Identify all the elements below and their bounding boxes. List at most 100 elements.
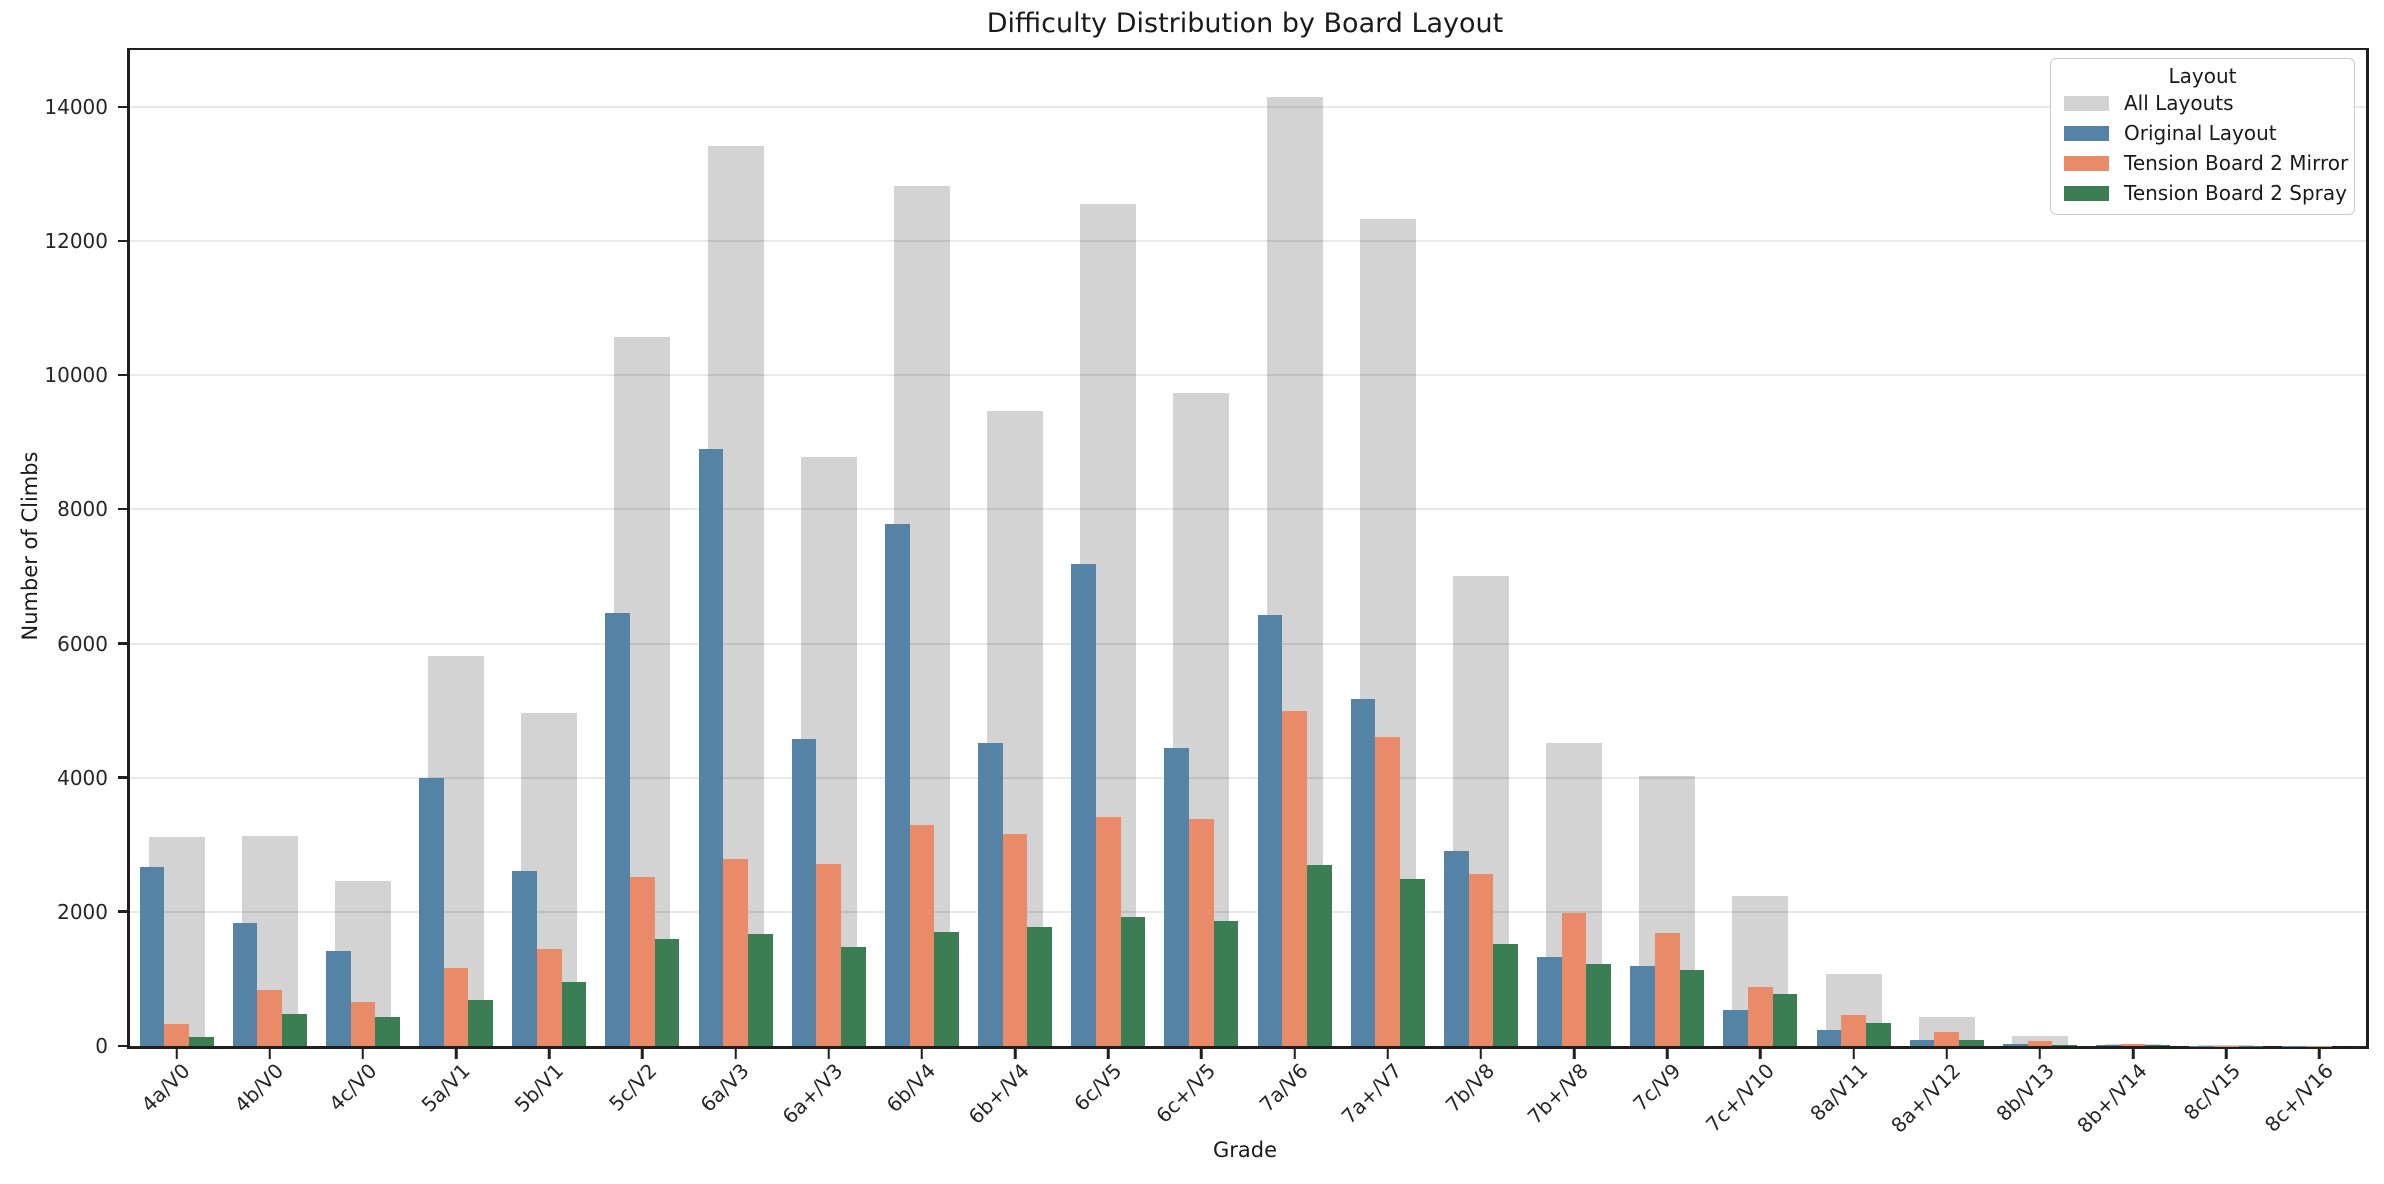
- x-tick-mark: [920, 1049, 924, 1059]
- bar-tension-board-2-spray-4a/V0: [188, 1037, 214, 1046]
- x-tick-label: 5b/V1: [509, 1058, 568, 1117]
- x-tick-mark: [2318, 1049, 2321, 1059]
- x-tick-label: 6c/V5: [1069, 1058, 1127, 1116]
- bar-tension-board-2-mirror-8a+/V12: [1934, 1031, 1960, 1046]
- bar-tension-board-2-spray-7a+/V7: [1400, 879, 1425, 1046]
- bar-tension-board-2-mirror-7c/V9: [1654, 933, 1680, 1046]
- legend-label: Tension Board 2 Mirror: [2124, 151, 2349, 175]
- x-tick-label: 7b+/V8: [1522, 1058, 1593, 1129]
- bar-tension-board-2-mirror-8b/V13: [2027, 1040, 2053, 1046]
- bar-tension-board-2-spray-7a/V6: [1306, 864, 1332, 1046]
- bar-tension-board-2-spray-6c/V5: [1120, 916, 1146, 1046]
- bar-group-7a/V6: [1248, 50, 1341, 1046]
- bar-tension-board-2-spray-4c/V0: [375, 1017, 400, 1046]
- bar-original-layout-8a/V11: [1816, 1029, 1842, 1046]
- bar-group-5a/V1: [410, 50, 503, 1046]
- y-tick-mark: [118, 105, 127, 109]
- bar-tension-board-2-mirror-4c/V0: [350, 1001, 376, 1046]
- bar-tension-board-2-mirror-6c+/V5: [1189, 818, 1214, 1046]
- bar-tension-board-2-spray-6c+/V5: [1213, 921, 1239, 1046]
- bar-tension-board-2-mirror-8b+/V14: [2120, 1044, 2146, 1046]
- bar-group-7c/V9: [1621, 50, 1714, 1046]
- x-tick-mark: [175, 1049, 178, 1059]
- y-axis-label: Number of Climbs: [18, 451, 42, 641]
- x-tick-label: 7b/V8: [1441, 1058, 1500, 1117]
- y-tick-mark: [118, 373, 127, 377]
- bar-group-5c/V2: [596, 50, 689, 1046]
- x-tick-label: 8c/V15: [2178, 1058, 2245, 1125]
- y-tick-mark: [118, 910, 127, 913]
- bar-tension-board-2-spray-8a/V11: [1865, 1022, 1891, 1046]
- bar-original-layout-4a/V0: [139, 866, 165, 1046]
- x-tick-label: 7a/V6: [1255, 1058, 1314, 1117]
- bar-original-layout-7c+/V10: [1723, 1010, 1748, 1046]
- bar-original-layout-5a/V1: [419, 777, 444, 1046]
- bar-tension-board-2-spray-6a/V3: [747, 934, 773, 1046]
- bar-original-layout-6b/V4: [884, 523, 910, 1046]
- x-tick-mark: [1759, 1049, 1762, 1059]
- bar-group-8c/V15: [2180, 50, 2273, 1046]
- bar-original-layout-7b/V8: [1443, 850, 1469, 1046]
- x-tick-mark: [1666, 1049, 1669, 1059]
- bar-group-7b+/V8: [1528, 50, 1621, 1046]
- bar-group-7c+/V10: [1714, 50, 1807, 1046]
- gridline-y-10000: [130, 374, 2366, 377]
- bar-group-6c/V5: [1062, 50, 1155, 1046]
- bar-tension-board-2-mirror-5b/V1: [536, 948, 562, 1046]
- bar-original-layout-4b/V0: [232, 923, 258, 1046]
- bar-original-layout-7c/V9: [1630, 965, 1655, 1046]
- bar-original-layout-6a+/V3: [791, 738, 817, 1046]
- bar-tension-board-2-spray-5c/V2: [654, 939, 680, 1046]
- x-tick-label: 6a+/V3: [777, 1058, 848, 1129]
- x-tick-mark: [734, 1049, 737, 1059]
- legend-row-tension-board-2-mirror: Tension Board 2 Mirror: [2051, 148, 2354, 178]
- bar-group-6b+/V4: [969, 50, 1062, 1046]
- x-tick-label: 4c/V0: [324, 1058, 382, 1116]
- bar-group-6b/V4: [875, 50, 968, 1046]
- x-tick-label: 5c/V2: [603, 1058, 661, 1116]
- bar-tension-board-2-spray-8b/V13: [2052, 1044, 2077, 1046]
- bar-tension-board-2-spray-5a/V1: [468, 1000, 494, 1046]
- x-tick-label: 4a/V0: [137, 1058, 196, 1117]
- x-tick-label: 6a/V3: [696, 1058, 755, 1117]
- x-tick-mark: [361, 1049, 365, 1059]
- x-tick-mark: [454, 1049, 458, 1059]
- bar-group-7b/V8: [1434, 50, 1527, 1046]
- bar-tension-board-2-mirror-4b/V0: [257, 989, 283, 1046]
- y-tick-mark: [118, 507, 127, 511]
- bar-group-8b+/V14: [2087, 50, 2180, 1046]
- y-tick-label: 8000: [57, 497, 108, 522]
- x-tick-label: 7c+/V10: [1700, 1058, 1779, 1137]
- bar-tension-board-2-mirror-6c/V5: [1095, 817, 1121, 1046]
- bar-group-6a/V3: [689, 50, 782, 1046]
- legend-label: Original Layout: [2124, 121, 2277, 145]
- bar-original-layout-6c+/V5: [1164, 747, 1189, 1046]
- bar-original-layout-7b+/V8: [1537, 957, 1562, 1046]
- x-tick-mark: [1013, 1049, 1017, 1059]
- x-tick-mark: [268, 1049, 271, 1059]
- x-tick-label: 6b+/V4: [963, 1058, 1034, 1129]
- x-tick-label: 8a+/V12: [1886, 1058, 1966, 1138]
- bar-original-layout-6a/V3: [698, 449, 724, 1046]
- y-tick-label: 6000: [57, 631, 108, 656]
- legend-swatch: [2064, 185, 2109, 201]
- bar-group-8c+/V16: [2273, 50, 2366, 1046]
- bar-group-5b/V1: [503, 50, 596, 1046]
- legend-label: All Layouts: [2124, 91, 2234, 115]
- bar-original-layout-7a/V6: [1257, 615, 1283, 1046]
- gridline-y-4000: [130, 776, 2366, 779]
- gridline-y-8000: [130, 508, 2366, 511]
- gridline-y-12000: [130, 240, 2366, 243]
- x-tick-mark: [1386, 1049, 1389, 1059]
- bar-tension-board-2-spray-4b/V0: [282, 1014, 307, 1046]
- bar-tension-board-2-spray-8a+/V12: [1959, 1039, 1984, 1046]
- y-tick-label: 12000: [44, 229, 108, 254]
- x-tick-mark: [1945, 1049, 1948, 1059]
- bar-group-4b/V0: [223, 50, 316, 1046]
- bar-tension-board-2-mirror-7a/V6: [1282, 710, 1307, 1046]
- bar-tension-board-2-mirror-5a/V1: [443, 967, 469, 1046]
- x-tick-mark: [1293, 1049, 1296, 1059]
- bar-original-layout-8a+/V12: [1909, 1039, 1935, 1046]
- x-tick-label: 7c/V9: [1628, 1058, 1686, 1116]
